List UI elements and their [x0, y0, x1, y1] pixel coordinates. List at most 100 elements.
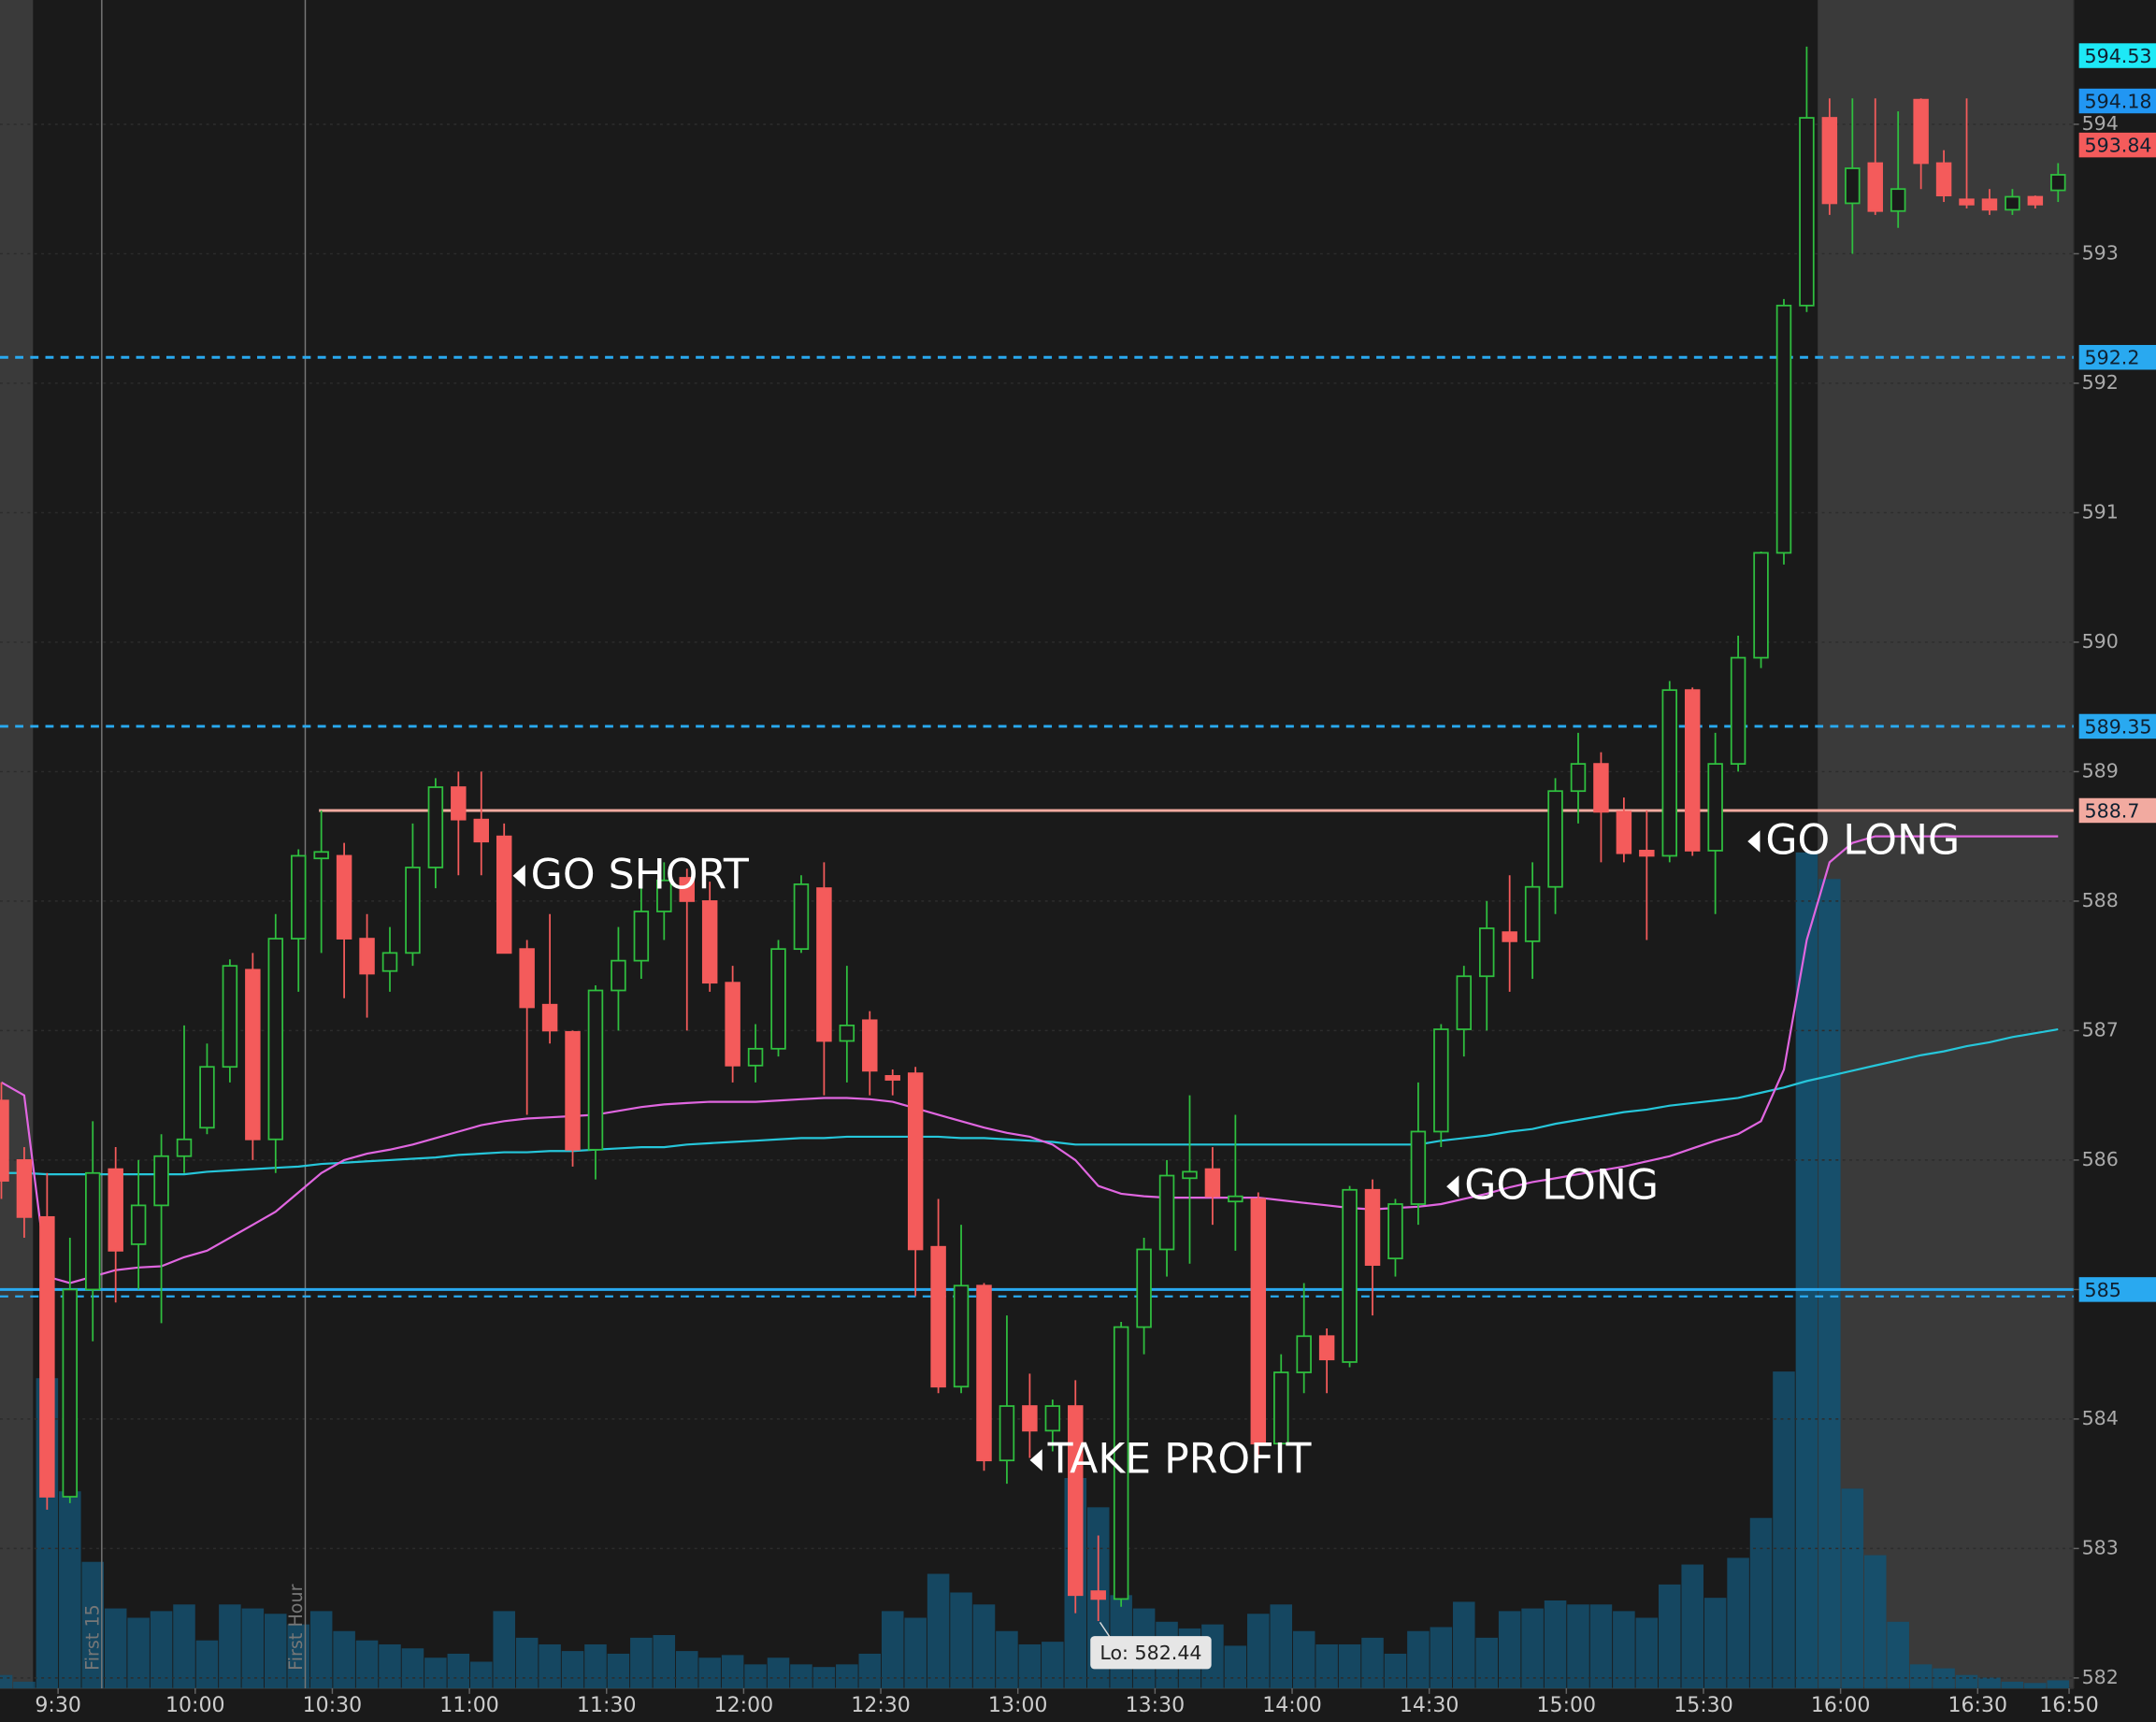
x-tick-label: 13:30	[1126, 1694, 1186, 1717]
candle-body	[1158, 1174, 1175, 1251]
level-label: 589.35	[2085, 715, 2152, 738]
volume-bar	[1292, 1630, 1315, 1688]
event-label: First Hour	[285, 1584, 307, 1670]
volume-bar	[1247, 1614, 1270, 1688]
y-tick-label: 590	[2082, 630, 2119, 653]
volume-bar	[1407, 1630, 1430, 1688]
volume-bar	[858, 1653, 882, 1688]
volume-bar	[1544, 1600, 1567, 1688]
candle-body	[496, 835, 512, 954]
candle-body	[701, 900, 718, 984]
volume-bar	[790, 1664, 812, 1688]
candle-body	[1250, 1198, 1267, 1445]
volume-bar	[1681, 1564, 1703, 1688]
volume-bar	[1315, 1643, 1338, 1688]
volume-bar	[1589, 1604, 1613, 1688]
price-flag-label: 594.53	[2085, 45, 2152, 67]
price-flag-label: 594.18	[2085, 90, 2152, 112]
candle-body	[633, 911, 650, 962]
volume-bar	[1818, 879, 1841, 1688]
volume-bar	[515, 1637, 539, 1688]
candle-body	[85, 1171, 101, 1291]
y-tick-label: 588	[2082, 889, 2119, 911]
x-tick-label: 16:30	[1948, 1694, 2008, 1717]
candle-body	[222, 965, 238, 1069]
volume-bar	[698, 1657, 721, 1688]
y-tick-label: 593	[2082, 241, 2119, 264]
x-tick-label: 16:50	[2039, 1694, 2099, 1717]
volume-bar	[767, 1657, 790, 1688]
candles-layer	[0, 46, 2066, 1621]
candle-body	[1113, 1326, 1129, 1600]
volume-bar	[424, 1657, 447, 1688]
candle-body	[1228, 1195, 1243, 1203]
volume-bar	[1955, 1674, 1978, 1688]
candle-body	[1342, 1188, 1358, 1363]
volume-bar	[1703, 1598, 1727, 1688]
y-tick-label: 589	[2082, 759, 2119, 782]
volume-bar	[1909, 1664, 1933, 1688]
level-box	[2078, 345, 2156, 370]
candle-body	[1478, 927, 1495, 978]
candle-body	[1616, 811, 1632, 854]
y-tick-label: 582	[2082, 1666, 2119, 1688]
candle-body	[725, 982, 740, 1067]
candle-body	[1845, 167, 1861, 205]
candle-body	[1136, 1248, 1152, 1328]
candle-body	[336, 854, 352, 940]
candle-body	[1821, 117, 1838, 205]
arrow	[512, 865, 525, 887]
volume-bar	[1567, 1604, 1589, 1688]
volume-bar	[104, 1608, 127, 1688]
volume-bar	[630, 1637, 653, 1688]
arrow	[1747, 830, 1761, 853]
candle-body	[1799, 117, 1815, 307]
y-tick-label: 586	[2082, 1148, 2119, 1170]
candle-body	[1433, 1028, 1449, 1133]
candle-body	[541, 1003, 558, 1032]
candle-body	[930, 1245, 946, 1388]
event-label: First 15	[82, 1604, 104, 1671]
x-tick-label: 16:00	[1811, 1694, 1871, 1717]
volume-bar	[59, 1491, 81, 1688]
volume-bar	[1635, 1617, 1659, 1688]
candle-body	[1661, 689, 1678, 857]
volume-bar	[1384, 1653, 1407, 1688]
after-hours-shade	[1818, 0, 2074, 1688]
volume-bar	[1018, 1643, 1042, 1688]
candle-body	[1775, 304, 1792, 554]
volume-bar	[927, 1573, 950, 1688]
x-tick-label: 12:30	[851, 1694, 911, 1717]
volume-bar	[653, 1635, 676, 1688]
x-tick-label: 14:00	[1262, 1694, 1322, 1717]
annotation: GO LONG	[1464, 1162, 1659, 1210]
candle-body	[1959, 198, 1975, 206]
volume-bar	[173, 1604, 195, 1688]
candle-body	[153, 1155, 169, 1207]
premarket-shade	[0, 0, 34, 1688]
volume-bar	[241, 1608, 265, 1688]
candle-body	[519, 948, 535, 1009]
candle-body	[1296, 1335, 1312, 1373]
volume-bar	[1773, 1371, 1795, 1688]
volume-bar	[1521, 1608, 1544, 1688]
axis-layer: 582 583 584 585 586 587 588 589 590 591 592 593 594 9…	[35, 43, 2156, 1717]
volume-bar	[333, 1630, 355, 1688]
candle-body	[1981, 198, 1998, 211]
level-label: 588.7	[2085, 799, 2140, 822]
candle-body	[1204, 1168, 1221, 1198]
candle-body	[451, 786, 467, 821]
volume-bar	[539, 1643, 561, 1688]
y-tick-label: 584	[2082, 1407, 2119, 1429]
candle-body	[793, 883, 810, 951]
candle-body	[1022, 1405, 1038, 1432]
candle-body	[770, 948, 786, 1050]
level-box	[2078, 713, 2156, 739]
volume-bar	[81, 1561, 105, 1688]
candle-body	[2027, 195, 2044, 206]
candle-body	[1753, 552, 1769, 659]
candle-body	[1913, 98, 1929, 165]
volume-bar	[379, 1643, 401, 1688]
volume-bar	[493, 1611, 515, 1688]
volume-bar	[469, 1661, 493, 1688]
